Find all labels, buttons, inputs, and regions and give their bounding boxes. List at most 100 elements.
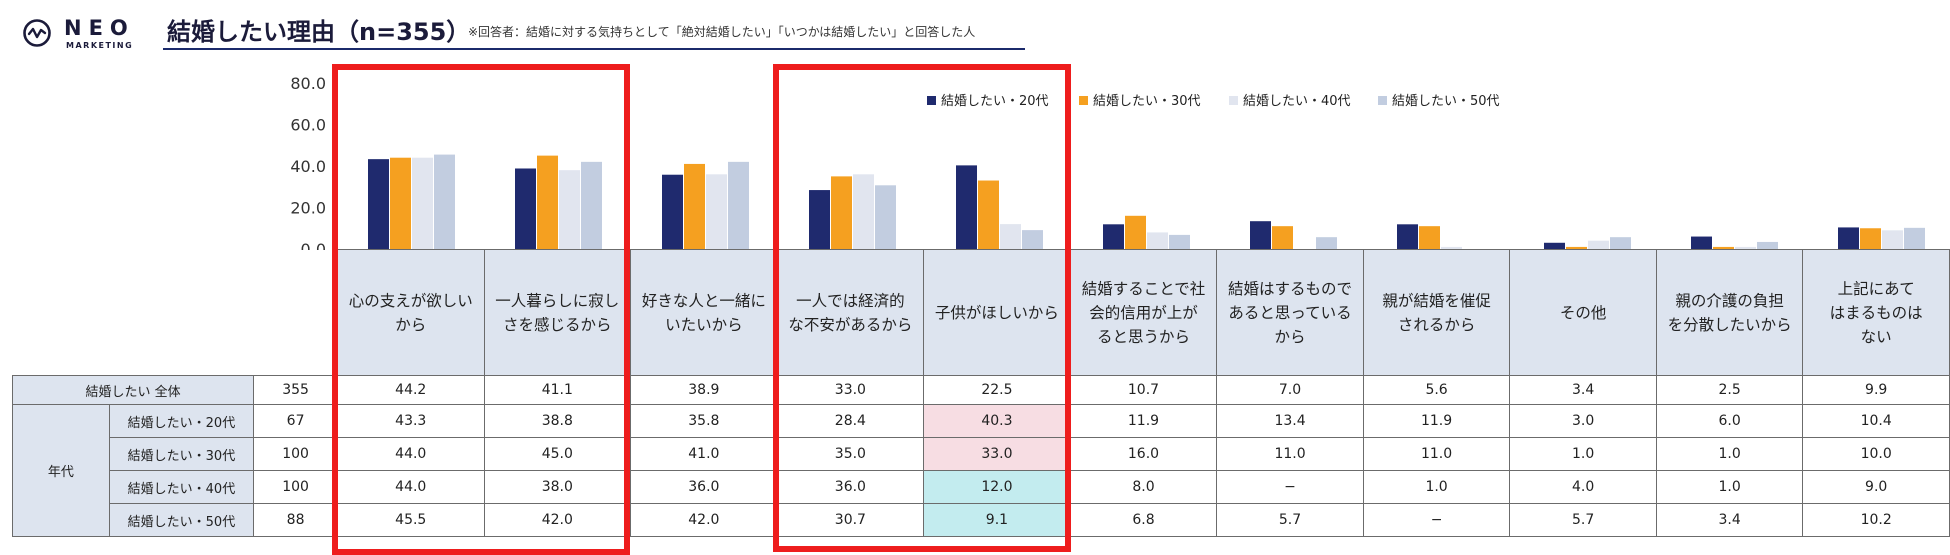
row-label: 結婚したい・30代: [108, 437, 255, 471]
bar: [1272, 226, 1293, 249]
column-header: 結婚することで社 会的信用が上が ると思うから: [1069, 249, 1218, 376]
column-header-line: ない: [1860, 327, 1892, 346]
column-header: 一人では経済的 な不安があるから: [776, 249, 925, 376]
column-header-line: 会的信用が上が: [1089, 303, 1198, 322]
row-label: 結婚したい・40代: [108, 470, 255, 504]
table-cell: 5.6: [1362, 375, 1511, 405]
table-cell: 10.0: [1802, 437, 1950, 471]
sample-size: 355: [253, 375, 338, 405]
table-cell: 11.9: [1069, 404, 1218, 438]
column-header: 子供がほしいから: [923, 249, 1071, 376]
table-cell: 2.5: [1655, 375, 1804, 405]
bar: [368, 159, 389, 249]
page-title: 結婚したい理由（n=355）: [167, 18, 471, 46]
column-header: 心の支えが欲しい から: [336, 249, 485, 376]
row-label-total: 結婚したい 全体: [11, 375, 255, 405]
bar: [875, 185, 896, 249]
y-axis: 80.0 60.0 40.0 20.0 0.0: [290, 74, 326, 250]
column-header-line: 結婚はするもので: [1228, 279, 1353, 298]
table-cell: 3.4: [1655, 503, 1804, 537]
bar: [662, 174, 683, 249]
bar: [1691, 236, 1712, 249]
bar: [581, 161, 602, 249]
table-cell: 9.1: [923, 503, 1071, 537]
respondent-note: ※回答者：結婚に対する気持ちとして「絶対結婚したい」「いつかは結婚したい」と回答…: [468, 25, 976, 39]
bar: [1713, 246, 1734, 249]
bar: [515, 168, 536, 249]
title-bar: 結婚したい理由（n=355） ※回答者：結婚に対する気持ちとして「絶対結婚したい…: [163, 10, 1025, 50]
column-header-line: 一人では経済的: [796, 291, 905, 310]
table-cell: 45.0: [483, 437, 632, 471]
column-header-line: 親の介護の負担: [1675, 291, 1784, 310]
column-header-line: 好きな人と一緒に: [641, 291, 766, 310]
row-label: 結婚したい・50代: [108, 503, 255, 537]
table-cell: 1.0: [1655, 470, 1804, 504]
column-header: 上記にあて はまるものは ない: [1802, 249, 1950, 376]
brand-mark-icon: [23, 19, 51, 47]
bar: [728, 161, 749, 249]
table-cell: 8.0: [1069, 470, 1218, 504]
bar: [1588, 240, 1609, 249]
table-cell: 22.5: [923, 375, 1071, 405]
table-cell: 38.9: [630, 375, 778, 405]
sample-size: 88: [253, 503, 338, 537]
table-cell: 6.0: [1655, 404, 1804, 438]
bar: [853, 174, 874, 249]
bar: [684, 163, 705, 249]
bar: [434, 154, 455, 249]
brand-subtitle: MARKETING: [66, 41, 134, 50]
table-cell: 1.0: [1362, 470, 1511, 504]
bar: [1125, 215, 1146, 249]
table-cell: 10.4: [1802, 404, 1950, 438]
legend-swatch: [1229, 96, 1238, 105]
table-cell: 11.9: [1362, 404, 1511, 438]
column-header: その他: [1509, 249, 1657, 376]
column-header-line: な不安があるから: [788, 315, 913, 334]
table-cell: 16.0: [1069, 437, 1218, 471]
bar: [1610, 237, 1631, 249]
bar: [1169, 234, 1190, 249]
table-cell: 28.4: [776, 404, 925, 438]
column-header: 結婚はするもので あると思っている から: [1216, 249, 1364, 376]
bar: [1735, 246, 1756, 249]
table-cell: 5.7: [1509, 503, 1657, 537]
row-label: 結婚したい・20代: [108, 404, 255, 438]
bar: [706, 174, 727, 249]
column-header-line: 一人暮らしに寂し: [495, 291, 620, 310]
table-cell: 6.8: [1069, 503, 1218, 537]
table-cell: 35.0: [776, 437, 925, 471]
bar: [1544, 242, 1565, 249]
bar: [1316, 237, 1337, 249]
table-cell: 40.3: [923, 404, 1071, 438]
column-header-line: その他: [1559, 303, 1607, 322]
table-cell: 36.0: [630, 470, 778, 504]
table-cell: 45.5: [336, 503, 485, 537]
table-cell: 11.0: [1362, 437, 1511, 471]
column-header: 一人暮らしに寂し さを感じるから: [483, 249, 632, 376]
y-tick-label: 0.0: [301, 240, 326, 250]
bar: [1103, 224, 1124, 249]
table-cell: 33.0: [923, 437, 1071, 471]
bar-series: [368, 154, 1925, 249]
sample-size: 100: [253, 470, 338, 504]
table-cell: 36.0: [776, 470, 925, 504]
bar: [1757, 241, 1778, 249]
column-header-line: 結婚することで社: [1081, 279, 1206, 298]
table-cell: 43.3: [336, 404, 485, 438]
bar: [809, 190, 830, 249]
legend-swatch: [1079, 96, 1088, 105]
column-header-line: を分散したいから: [1667, 315, 1792, 334]
table-cell: 10.7: [1069, 375, 1218, 405]
table-cell: 30.7: [776, 503, 925, 537]
legend-swatch: [927, 96, 936, 105]
bar: [1904, 227, 1925, 249]
table-cell: 5.7: [1216, 503, 1364, 537]
table-cell: 33.0: [776, 375, 925, 405]
bar: [1419, 226, 1440, 249]
y-tick-label: 20.0: [290, 199, 326, 218]
table-cell: 12.0: [923, 470, 1071, 504]
bar: [537, 155, 558, 249]
table-cell: 9.0: [1802, 470, 1950, 504]
legend-label: 結婚したい・50代: [1392, 94, 1500, 109]
table-cell: −: [1362, 503, 1511, 537]
